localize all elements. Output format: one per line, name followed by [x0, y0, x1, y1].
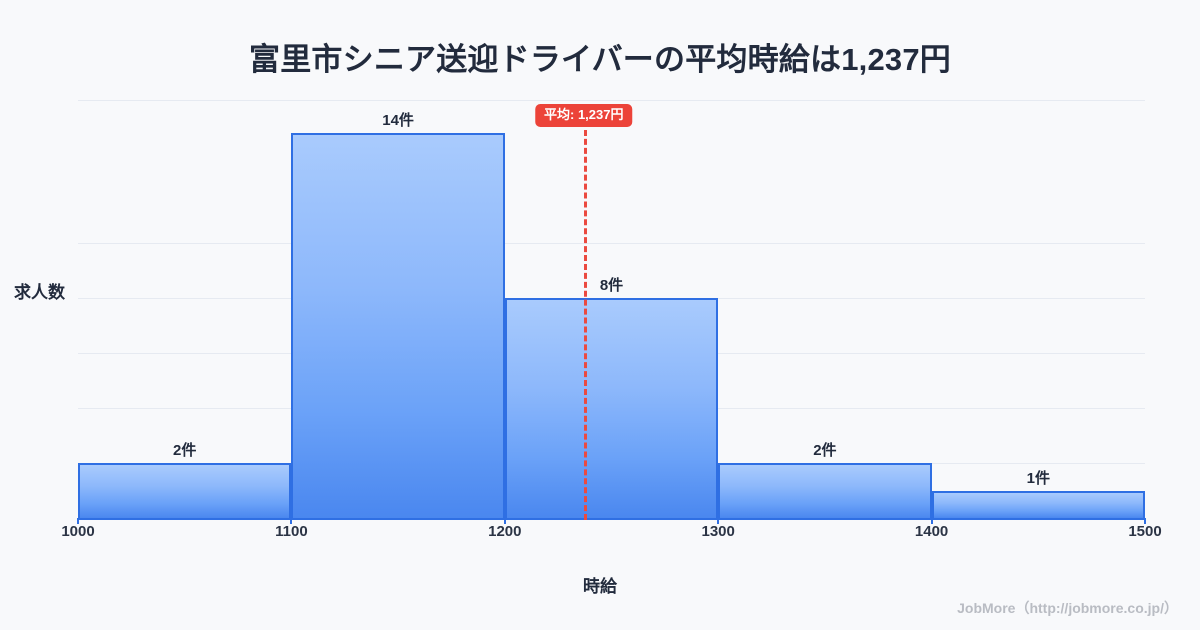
- x-axis-tick-label: 1100: [275, 523, 308, 540]
- x-axis-tick-label: 1500: [1128, 523, 1162, 540]
- page-title: 富里市シニア送迎ドライバーの平均時給は1,237円: [249, 42, 951, 77]
- gridline: [78, 243, 1145, 244]
- x-axis-tick-label: 1400: [914, 523, 949, 540]
- x-axis-tick-mark: [77, 518, 79, 524]
- x-axis-tick-mark: [1144, 518, 1146, 524]
- histogram-bar[interactable]: [504, 298, 719, 518]
- bar-value-label: 2件: [173, 442, 197, 459]
- bar-value-label: 2件: [813, 442, 837, 459]
- footer-credit: JobMore（http://jobmore.co.jp/）: [957, 600, 1178, 616]
- histogram-bar[interactable]: [931, 490, 1145, 518]
- histogram-bar[interactable]: [78, 463, 292, 518]
- histogram-bar[interactable]: [718, 463, 932, 518]
- x-axis-tick-mark: [503, 518, 506, 524]
- histogram-bar[interactable]: [291, 133, 505, 518]
- x-axis-title: 時給: [583, 577, 617, 596]
- x-axis-tick-label: 1200: [488, 523, 522, 540]
- x-axis-line: [78, 518, 1145, 520]
- bar-value-label: 14件: [382, 112, 414, 129]
- y-axis-title: 求人数: [14, 283, 65, 302]
- mean-line: [583, 130, 587, 520]
- x-axis-tick-label: 1300: [701, 523, 735, 540]
- x-axis-tick-label: 1000: [61, 523, 95, 540]
- plot-area: 2件 14件 8件 2件 1件: [78, 100, 1145, 518]
- x-axis-tick-mark: [290, 518, 293, 524]
- bar-value-label: 8件: [599, 277, 624, 294]
- gridline: [78, 100, 1145, 101]
- x-axis-tick-mark: [717, 518, 720, 524]
- x-axis-tick-mark: [930, 518, 933, 524]
- bar-value-label: 1件: [1026, 469, 1050, 487]
- mean-badge-label: 平均: 1,237円: [535, 104, 633, 128]
